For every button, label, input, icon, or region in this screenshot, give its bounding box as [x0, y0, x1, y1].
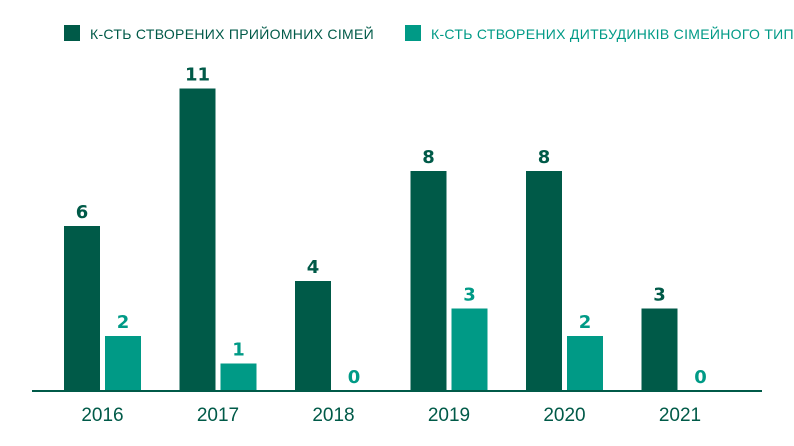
data-label-series-2-2019: 3	[463, 285, 476, 306]
x-tick-label-2016: 2016	[81, 405, 123, 426]
bar-series-2-2016	[105, 336, 141, 391]
data-label-series-2-2017: 1	[232, 340, 245, 361]
bar-series-1-2021	[641, 308, 678, 391]
data-label-series-1-2021: 3	[653, 285, 666, 306]
bar-series-1-2020	[526, 171, 562, 391]
legend-swatch-series-2	[405, 25, 421, 41]
x-tick-label-2021: 2021	[659, 405, 701, 426]
bars-group	[64, 88, 678, 391]
x-tick-label-2020: 2020	[543, 405, 585, 426]
legend-swatch-series-1	[64, 25, 80, 41]
data-label-series-1-2019: 8	[422, 147, 435, 168]
legend-label-series-2: К-СТЬ СТВОРЕНИХ ДИТБУДИНКІВ СІМЕЙНОГО ТИ…	[431, 25, 794, 42]
bar-series-2-2017	[220, 363, 257, 391]
data-label-series-1-2017: 11	[185, 65, 210, 86]
legend-label-series-1: К-СТЬ СТВОРЕНИХ ПРИЙОМНИХ СІМЕЙ	[90, 25, 374, 42]
bar-series-1-2017	[179, 88, 216, 391]
data-label-series-1-2018: 4	[307, 257, 320, 278]
data-label-series-1-2016: 6	[76, 202, 89, 223]
x-tick-label-2019: 2019	[428, 405, 470, 426]
data-label-series-2-2016: 2	[117, 312, 130, 333]
legend: К-СТЬ СТВОРЕНИХ ПРИЙОМНИХ СІМЕЙ К-СТЬ СТ…	[64, 25, 794, 42]
bar-series-1-2016	[64, 226, 100, 391]
x-tick-labels-group: 2016 2017 2018 2019 2020 2021	[81, 405, 701, 426]
bar-series-2-2020	[567, 336, 603, 391]
bar-series-1-2019	[410, 171, 447, 391]
data-label-series-1-2020: 8	[538, 147, 551, 168]
data-label-series-2-2021: 0	[694, 367, 707, 388]
x-tick-label-2018: 2018	[312, 405, 354, 426]
x-tick-label-2017: 2017	[197, 405, 239, 426]
bar-series-1-2018	[295, 281, 331, 391]
bar-series-2-2019	[451, 308, 488, 391]
data-label-series-2-2018: 0	[348, 367, 361, 388]
data-label-series-2-2020: 2	[579, 312, 592, 333]
